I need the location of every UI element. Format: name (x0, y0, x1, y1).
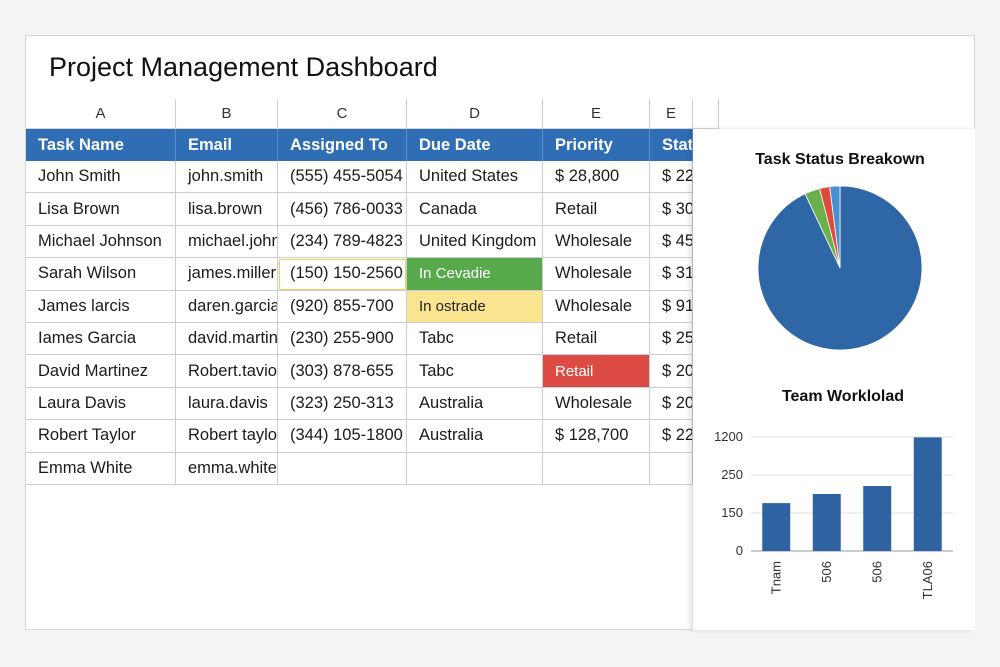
table-cell[interactable]: $ 450 (650, 225, 693, 259)
table-cell[interactable]: In ostrade (407, 290, 543, 323)
y-tick-label: 1200 (714, 429, 743, 444)
table-cell[interactable]: $ 128,700 (543, 420, 650, 453)
table-cell[interactable]: laura.davis (176, 387, 278, 421)
y-tick-label: 150 (721, 505, 743, 520)
table-cell[interactable]: $ 250 (650, 323, 693, 356)
column-letter[interactable]: D (407, 99, 543, 129)
bar (913, 437, 942, 551)
column-letter[interactable]: E (543, 99, 650, 129)
table-cell[interactable]: James larcis (26, 290, 176, 323)
table-cell[interactable]: emma.white (176, 452, 278, 485)
table-cell[interactable]: (230) 255-900 (278, 323, 407, 356)
column-header[interactable]: Priority (543, 129, 650, 161)
table-cell[interactable]: Sarah Wilson (26, 258, 176, 291)
table-cell[interactable]: michael.john (176, 225, 278, 259)
bar (762, 503, 791, 551)
table-cell[interactable]: john.smith (176, 161, 278, 194)
table-cell[interactable]: In Cevadie (407, 258, 543, 291)
column-letter[interactable]: C (278, 99, 407, 129)
table-cell[interactable]: $ 910 (650, 290, 693, 323)
table-cell[interactable]: daren.garcia (176, 290, 278, 323)
table-cell[interactable]: (344) 105-1800 (278, 420, 407, 453)
table-cell[interactable] (278, 452, 407, 485)
table-cell[interactable]: Emma White (26, 452, 176, 485)
table-cell[interactable]: Wholesale (543, 290, 650, 323)
column-header[interactable]: Assigned To (278, 129, 407, 161)
x-tick-label: 506 (869, 561, 884, 583)
table-cell[interactable]: Robert Taylor (26, 420, 176, 453)
chart-panel: Task Status Breakown Team Worklolad 0 150 25… (693, 129, 975, 630)
table-cell[interactable]: Australia (407, 387, 543, 421)
table-cell[interactable]: (323) 250-313 (278, 387, 407, 421)
pie-slice (829, 185, 841, 269)
column-letter[interactable] (693, 99, 719, 129)
x-tick-label: 506 (819, 561, 834, 583)
table-cell[interactable]: james.miller (176, 258, 278, 291)
x-tick-label: TLA06 (920, 561, 935, 599)
table-cell[interactable]: (456) 786-0033 (278, 193, 407, 226)
table-cell[interactable]: $ 300 (650, 193, 693, 226)
table-cell[interactable]: Canada (407, 193, 543, 226)
table-cell[interactable]: Retail (543, 355, 650, 388)
table-cell[interactable] (650, 452, 693, 485)
column-letter[interactable]: E (650, 99, 693, 129)
column-header[interactable]: Due Date (407, 129, 543, 161)
table-cell[interactable]: Robert.tavior (176, 355, 278, 388)
x-tick-label: Tnam (768, 561, 783, 594)
y-tick-label: 250 (721, 467, 743, 482)
table-cell[interactable]: Wholesale (543, 387, 650, 421)
chart-title: Team Worklolad (782, 388, 904, 405)
column-header[interactable]: Email (176, 129, 278, 161)
table-cell[interactable]: (234) 789-4823 (278, 225, 407, 259)
table-cell[interactable]: United States (407, 161, 543, 194)
table-cell[interactable]: (920) 855-700 (278, 290, 407, 323)
table-cell[interactable]: Lisa Brown (26, 193, 176, 226)
table-cell[interactable]: United Kingdom (407, 225, 543, 259)
dashboard: Project Management Dashboard A B C D E E Task … (25, 35, 975, 630)
table-cell[interactable]: Robert taylor (176, 420, 278, 453)
table-cell[interactable]: $ 220 (650, 161, 693, 194)
column-header[interactable]: Status (650, 129, 693, 161)
table-cell[interactable] (543, 452, 650, 485)
table-cell[interactable]: david.martin. (176, 323, 278, 356)
charts: Task Status Breakown Team Worklolad 0 150 25… (714, 151, 953, 599)
table-cell[interactable]: $ 310 (650, 258, 693, 291)
table-cell[interactable]: $ 220 (650, 420, 693, 453)
y-tick-label: 0 (736, 543, 743, 558)
table-cell[interactable]: lisa.brown (176, 193, 278, 226)
bar (863, 486, 892, 551)
table-cell[interactable]: $ 200 (650, 355, 693, 388)
table-cell[interactable] (407, 452, 543, 485)
column-letter[interactable]: B (176, 99, 278, 129)
table-cell[interactable]: Australia (407, 420, 543, 453)
column-header[interactable]: Task Name (26, 129, 176, 161)
bar (812, 494, 841, 551)
table-cell[interactable]: $ 28,800 (543, 161, 650, 194)
table-cell[interactable]: Wholesale (543, 225, 650, 259)
table-cell[interactable]: (303) 878-655 (278, 355, 407, 388)
table-cell[interactable]: Tabc (407, 323, 543, 356)
dashboard-title: Project Management Dashboard (49, 52, 438, 82)
table-cell[interactable]: John Smith (26, 161, 176, 194)
table-cell[interactable]: David Martinez (26, 355, 176, 388)
table-cell[interactable]: (150) 150-2560 (278, 258, 407, 291)
table-cell[interactable]: (555) 455-5054 (278, 161, 407, 194)
chart-title: Task Status Breakown (755, 151, 925, 168)
table-cell[interactable]: Retail (543, 193, 650, 226)
table-cell[interactable]: Wholesale (543, 258, 650, 291)
table-cell[interactable]: $ 200 (650, 387, 693, 421)
table-cell[interactable]: Tabc (407, 355, 543, 388)
table-cell[interactable]: Laura Davis (26, 387, 176, 421)
column-letter[interactable]: A (26, 99, 176, 129)
table-cell[interactable]: Michael Johnson (26, 225, 176, 259)
table-cell[interactable]: Iames Garcia (26, 323, 176, 356)
table-cell[interactable]: Retail (543, 323, 650, 356)
